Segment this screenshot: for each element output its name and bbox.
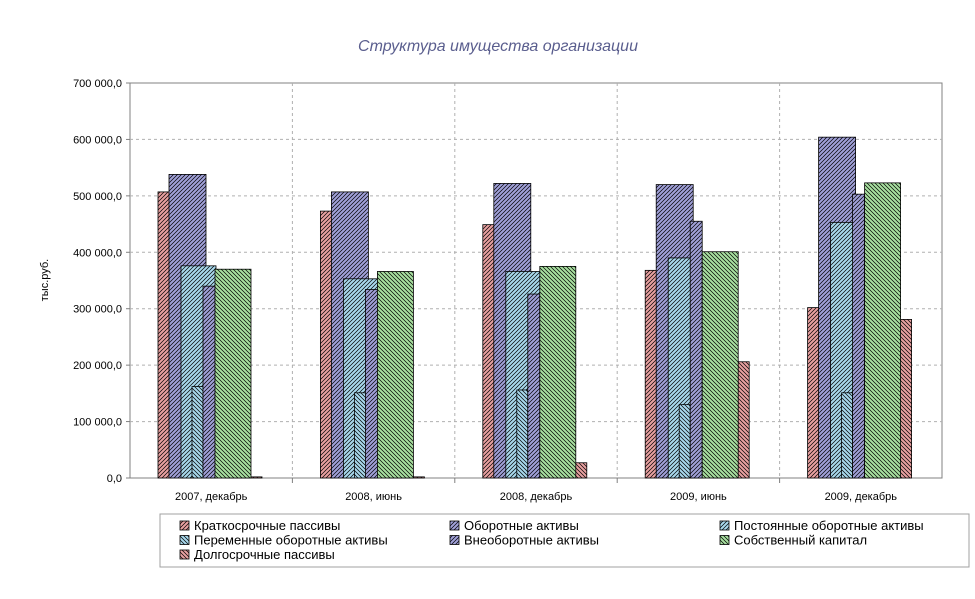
legend-swatch <box>449 520 460 531</box>
bar <box>539 265 577 479</box>
legend-label: Долгосрочные пассивы <box>194 547 335 562</box>
legend-item: Постоянные оборотные активы <box>719 518 924 533</box>
legend-label: Краткосрочные пассивы <box>194 518 340 533</box>
y-tick-label: 400 000,0 <box>73 247 122 259</box>
bar <box>807 307 820 479</box>
chart-title: Структура имущества организации <box>358 38 638 55</box>
bar <box>516 389 529 479</box>
y-tick-label: 600 000,0 <box>73 134 122 146</box>
x-tick-label: 2009, июнь <box>670 491 727 503</box>
legend-swatch <box>449 535 460 545</box>
x-tick-label: 2008, декабрь <box>500 491 573 503</box>
x-tick-label: 2009, декабрь <box>825 491 898 503</box>
bar <box>202 285 216 479</box>
legend-item: Оборотные активы <box>449 518 579 533</box>
y-tick-label: 300 000,0 <box>73 304 122 316</box>
legend-item: Долгосрочные пассивы <box>179 547 335 562</box>
bar <box>191 386 204 479</box>
legend-label: Постоянные оборотные активы <box>734 518 924 533</box>
y-tick-label: 0,0 <box>107 473 122 485</box>
bar <box>319 210 333 479</box>
category-group <box>157 174 263 479</box>
y-tick-label: 200 000,0 <box>73 360 122 372</box>
bar <box>376 271 414 479</box>
legend-swatch <box>179 549 190 560</box>
bar <box>852 193 865 479</box>
legend-item: Краткосрочные пассивы <box>179 518 340 533</box>
x-tick-label: 2008, июнь <box>345 491 402 503</box>
plot-area: 0,0 100 000,0 200 000,0 300 000,0 400 000,0 5… <box>73 78 943 503</box>
category-group <box>807 136 912 479</box>
bar <box>157 191 171 479</box>
legend-item: Внеоборотные активы <box>449 533 599 548</box>
y-axis-label: тыс.руб. <box>39 259 51 301</box>
y-tick-label: 100 000,0 <box>73 417 122 429</box>
category-group <box>319 191 425 479</box>
legend-label: Собственный капитал <box>734 533 867 548</box>
legend-swatch <box>719 520 730 531</box>
legend-label: Оборотные активы <box>464 518 579 533</box>
y-tick-label: 700 000,0 <box>73 78 122 90</box>
legend-label: Внеоборотные активы <box>464 533 599 548</box>
legend-item: Собственный капитал <box>719 533 867 548</box>
bar <box>364 289 378 479</box>
category-group <box>644 184 750 479</box>
legend: Краткосрочные пассивы Оборотные активы Пос… <box>159 513 970 568</box>
legend-label: Переменные оборотные активы <box>194 533 388 548</box>
category-group <box>482 183 588 479</box>
legend-swatch <box>719 535 730 545</box>
bar <box>864 182 901 479</box>
bar <box>678 404 691 479</box>
legend-swatch <box>179 535 190 545</box>
x-tick-label: 2007, декабрь <box>175 491 248 503</box>
y-tick-label: 500 000,0 <box>73 191 122 203</box>
legend-swatch <box>179 520 190 531</box>
bar <box>214 268 252 479</box>
bar <box>841 392 853 479</box>
legend-box <box>159 513 970 568</box>
bar <box>353 392 366 479</box>
bar <box>701 251 739 479</box>
bar <box>644 269 658 479</box>
bar <box>527 293 541 479</box>
bar <box>482 224 496 479</box>
legend-item: Переменные оборотные активы <box>179 533 388 548</box>
bar <box>689 220 703 479</box>
